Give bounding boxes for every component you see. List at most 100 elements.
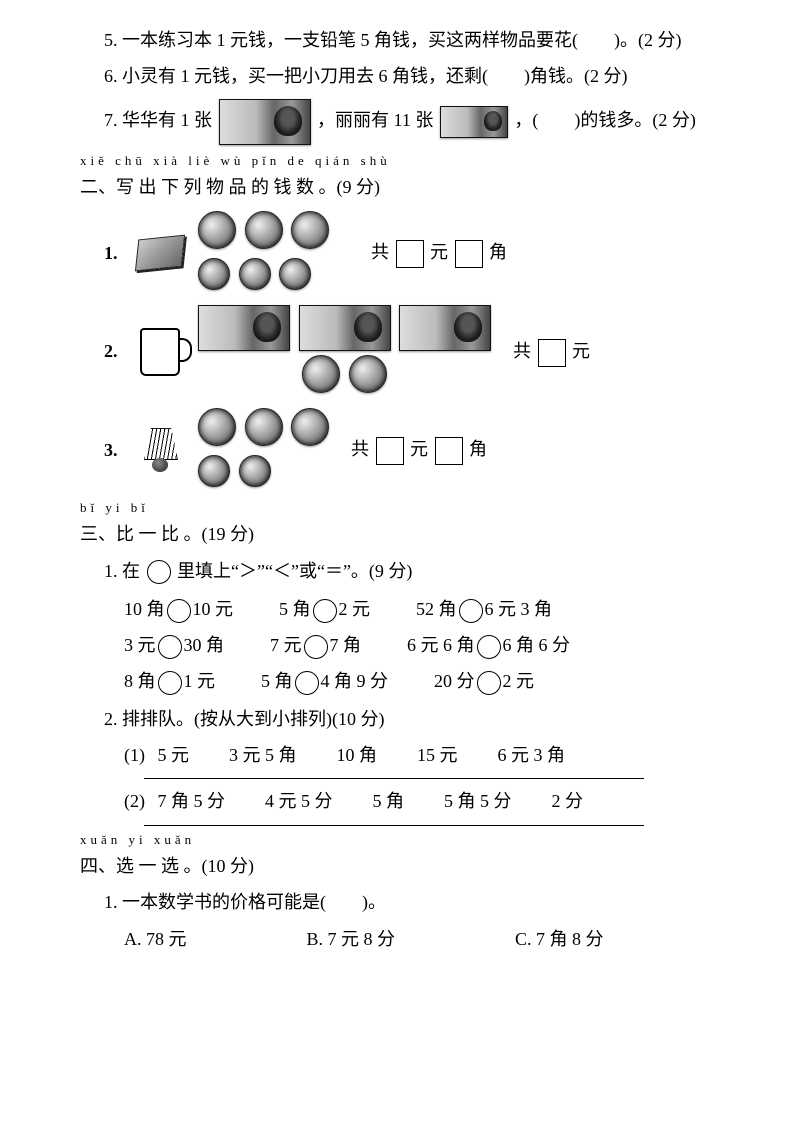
- sort-item: 2 分: [552, 785, 584, 817]
- answer-box[interactable]: [538, 339, 566, 367]
- text-gong: 共: [513, 341, 531, 361]
- q1-text-b: 里填上“＞”“＜”或“＝”。(9 分): [177, 561, 412, 581]
- text-gong: 共: [351, 439, 369, 459]
- item3-num: 3.: [104, 440, 132, 461]
- bill-icon: [198, 305, 290, 351]
- item-1: 1. 共 元 角: [80, 209, 734, 297]
- q1-text-a: 1. 在: [104, 561, 140, 581]
- sort-item: 5 角: [373, 785, 405, 817]
- compare-circle[interactable]: [477, 671, 501, 695]
- compare-circle[interactable]: [295, 671, 319, 695]
- q7-text-b: ，丽丽有 11 张: [317, 110, 433, 130]
- sort-item: 15 元: [417, 739, 458, 771]
- option-a[interactable]: A. 78 元: [124, 923, 187, 955]
- text-yuan: 元: [410, 439, 428, 459]
- coin-icon: [245, 408, 283, 446]
- sort-item: 6 元 3 角: [498, 739, 566, 771]
- cmp-right: 10 元: [193, 599, 234, 619]
- section4-pinyin: xuǎn yi xuǎn: [80, 832, 734, 848]
- section3-q2: 2. 排排队。(按从大到小排列)(10 分): [80, 703, 734, 735]
- cmp-right: 6 元 3 角: [485, 599, 553, 619]
- text-gong: 共: [371, 242, 389, 262]
- item-3: 3. 共 元 角: [80, 406, 734, 494]
- q7-text-a: 7. 华华有 1 张: [104, 110, 212, 130]
- cmp-left: 6 元 6 角: [407, 635, 475, 655]
- coin-icon: [291, 408, 329, 446]
- text-jiao: 角: [469, 439, 487, 459]
- question-7: 7. 华华有 1 张 ，丽丽有 11 张 ，( )的钱多。(2 分): [80, 97, 734, 147]
- compare-circle[interactable]: [167, 599, 191, 623]
- item1-answer: 共 元 角: [371, 238, 507, 268]
- answer-line[interactable]: [144, 777, 644, 779]
- coin-icon: [349, 355, 387, 393]
- answer-box[interactable]: [376, 437, 404, 465]
- section4-title: 四、选 一 选 。(10 分): [80, 850, 734, 882]
- sort-row-2: (2) 7 角 5 分 4 元 5 分 5 角 5 角 5 分 2 分: [80, 785, 734, 817]
- section3-pinyin: bǐ yi bǐ: [80, 500, 734, 516]
- item-2: 2. 共 元: [80, 303, 734, 400]
- cmp-right: 2 元: [503, 671, 535, 691]
- coin-icon: [239, 258, 271, 290]
- compare-circle[interactable]: [459, 599, 483, 623]
- bill-100-icon: [219, 99, 311, 145]
- sort-item: 5 元: [158, 739, 190, 771]
- bill-icon: [399, 305, 491, 351]
- cmp-left: 10 角: [124, 599, 165, 619]
- coin-icon: [245, 211, 283, 249]
- compare-circle[interactable]: [304, 635, 328, 659]
- cmp-left: 5 角: [279, 599, 311, 619]
- section3-title: 三、比 一 比 。(19 分): [80, 518, 734, 550]
- sort-item: 7 角 5 分: [158, 785, 226, 817]
- item1-coins: [196, 209, 331, 297]
- text-yuan: 元: [430, 242, 448, 262]
- cmp-left: 8 角: [124, 671, 156, 691]
- sort-item: 5 角 5 分: [444, 785, 512, 817]
- coin-icon: [198, 455, 230, 487]
- item2-answer: 共 元: [513, 337, 590, 367]
- text-yuan: 元: [572, 341, 590, 361]
- sort-item: 3 元 5 角: [229, 739, 297, 771]
- cmp-right: 4 角 9 分: [321, 671, 389, 691]
- cmp-left: 3 元: [124, 635, 156, 655]
- answer-box[interactable]: [435, 437, 463, 465]
- question-5: 5. 一本练习本 1 元钱，一支铅笔 5 角钱，买这两样物品要花( )。(2 分…: [80, 24, 734, 56]
- item2-num: 2.: [104, 341, 132, 362]
- option-b[interactable]: B. 7 元 8 分: [307, 923, 396, 955]
- sort-item: 4 元 5 分: [265, 785, 333, 817]
- r1-label: (1): [124, 745, 145, 765]
- answer-line[interactable]: [144, 824, 644, 826]
- section3-q1: 1. 在 里填上“＞”“＜”或“＝”。(9 分): [80, 555, 734, 587]
- section4-q1: 1. 一本数学书的价格可能是( )。: [80, 886, 734, 918]
- cmp-right: 1 元: [184, 671, 216, 691]
- compare-circle[interactable]: [477, 635, 501, 659]
- option-c[interactable]: C. 7 角 8 分: [515, 923, 604, 955]
- compare-circle[interactable]: [158, 671, 182, 695]
- coin-icon: [198, 258, 230, 290]
- q7-text-c: ，( )的钱多。(2 分): [514, 110, 695, 130]
- sort-item: 10 角: [337, 739, 378, 771]
- answer-box[interactable]: [396, 240, 424, 268]
- circle-icon: [147, 560, 171, 584]
- coin-icon: [239, 455, 271, 487]
- compare-circle[interactable]: [313, 599, 337, 623]
- cmp-left: 52 角: [416, 599, 457, 619]
- cmp-right: 30 角: [184, 635, 225, 655]
- coin-icon: [198, 211, 236, 249]
- r2-label: (2): [124, 791, 145, 811]
- book-icon: [132, 229, 188, 277]
- section4-options: A. 78 元 B. 7 元 8 分 C. 7 角 8 分: [80, 923, 734, 955]
- cmp-left: 20 分: [434, 671, 475, 691]
- item3-coins: [196, 406, 331, 494]
- cmp-right: 7 角: [330, 635, 362, 655]
- cmp-right: 6 角 6 分: [503, 635, 571, 655]
- item1-num: 1.: [104, 243, 132, 264]
- cmp-left: 7 元: [270, 635, 302, 655]
- compare-rows: 10 角 10 元 5 角 2 元 52 角 6 元 3 角 3 元 30 角 7 元 7…: [80, 595, 734, 695]
- coin-icon: [291, 211, 329, 249]
- text-jiao: 角: [489, 242, 507, 262]
- coin-icon: [279, 258, 311, 290]
- section2-pinyin: xiě chū xià liè wù pǐn de qián shù: [80, 153, 734, 169]
- answer-box[interactable]: [455, 240, 483, 268]
- section2-title: 二、写 出 下 列 物 品 的 钱 数 。(9 分): [80, 171, 734, 203]
- compare-circle[interactable]: [158, 635, 182, 659]
